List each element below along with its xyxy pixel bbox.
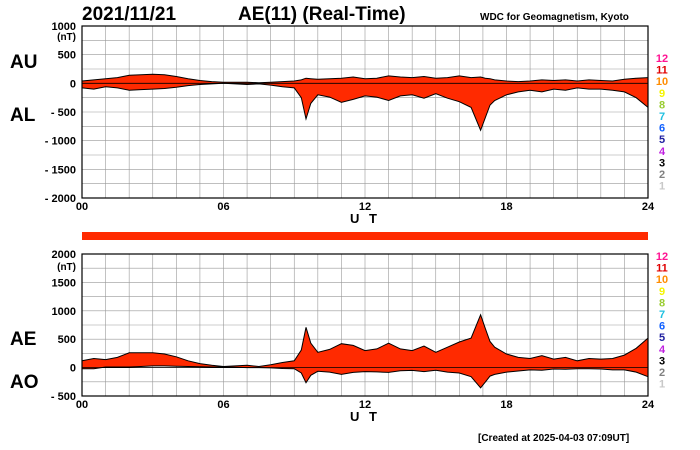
upper-y-tick-label: - 2000: [45, 193, 76, 205]
upper-envelope: [82, 74, 648, 131]
upper-station-legend-item: 4: [659, 146, 666, 158]
lower-unit-label: (nT): [57, 262, 76, 273]
chart-date: 2021/11/21: [82, 4, 177, 25]
upper-station-legend-item: 8: [659, 99, 665, 111]
lower-x-tick-label: 24: [642, 399, 655, 411]
lower-station-legend-item: 8: [659, 297, 665, 309]
chart-title: AE(11) (Real-Time): [238, 4, 406, 25]
upper-y-tick-label: - 1500: [45, 164, 76, 176]
organization-label: WDC for Geomagnetism, Kyoto: [480, 12, 629, 23]
upper-x-tick-label: 00: [76, 201, 88, 213]
lower-x-tick-label: 12: [359, 399, 371, 411]
lower-station-legend-item: 2: [659, 367, 665, 379]
upper-station-legend-item: 5: [659, 134, 665, 146]
series-ao-line: [82, 365, 649, 389]
series-ae-line: [81, 313, 649, 368]
upper-frame: [81, 25, 649, 199]
upper-y-tick-label: - 1000: [45, 136, 76, 148]
upper-station-legend-item: 3: [659, 157, 665, 169]
lower-station-legend-item: 1: [659, 379, 665, 391]
upper-y-tick-label: 0: [70, 78, 76, 90]
au-label: AU: [10, 52, 38, 73]
lower-y-tick-label: 500: [58, 334, 76, 346]
lower-station-legend-item: 10: [656, 274, 668, 286]
lower-station-legend-item: 12: [656, 251, 668, 263]
upper-x-tick-label: 06: [217, 201, 229, 213]
upper-y-tick-label: 1000: [52, 21, 76, 33]
upper-x-tick-label: 12: [359, 201, 371, 213]
upper-station-legend-item: 6: [659, 123, 665, 135]
upper-station-legend-item: 11: [656, 65, 668, 77]
lower-station-legend-item: 4: [659, 344, 666, 356]
created-timestamp: [Created at 2025-04-03 07:09UT]: [478, 433, 630, 444]
lower-station-legend-item: 5: [659, 332, 665, 344]
upper-station-legend-item: 7: [659, 111, 665, 123]
upper-x-tick-label: 24: [642, 201, 655, 213]
lower-station-legend-item: 7: [659, 309, 665, 321]
separator-bar: [82, 232, 648, 240]
lower-frame: [81, 253, 649, 397]
upper-station-legend-item: 9: [659, 88, 665, 100]
upper-panel: 1000 500 0 - 500 - 1000 - 1500 - 2000 (nT) 00 06 1…: [45, 21, 668, 226]
upper-y-tick-label: 500: [58, 50, 76, 62]
upper-y-tick-label: - 500: [51, 107, 76, 119]
al-label: AL: [10, 105, 36, 126]
lower-y-tick-label: 2000: [52, 249, 76, 261]
lower-x-tick-label: 06: [217, 399, 229, 411]
lower-station-legend-item: 9: [659, 286, 665, 298]
series-al-line: [81, 82, 649, 132]
lower-envelope: [82, 314, 648, 388]
lower-y-tick-label: 1000: [52, 306, 76, 318]
lower-y-tick-label: - 500: [51, 391, 76, 403]
lower-y-tick-label: 1500: [52, 277, 76, 289]
lower-station-legend-item: 3: [659, 355, 665, 367]
lower-x-axis-label: U T: [350, 409, 380, 424]
upper-station-legend-item: 2: [659, 169, 665, 181]
ao-label: AO: [10, 372, 39, 393]
lower-x-tick-label: 18: [500, 399, 512, 411]
lower-x-tick-label: 00: [76, 399, 88, 411]
series-au-line: [81, 73, 649, 84]
lower-y-tick-label: 0: [70, 363, 76, 375]
lower-station-legend-item: 6: [659, 321, 665, 333]
upper-station-legend-item: 1: [659, 181, 665, 193]
lower-station-legend-item: 11: [656, 263, 668, 275]
ae-label: AE: [10, 329, 37, 350]
upper-station-legend-item: 10: [656, 76, 668, 88]
upper-x-tick-label: 18: [500, 201, 512, 213]
upper-station-legend-item: 12: [656, 53, 668, 65]
upper-x-axis-label: U T: [350, 211, 380, 226]
upper-unit-label: (nT): [57, 32, 76, 43]
